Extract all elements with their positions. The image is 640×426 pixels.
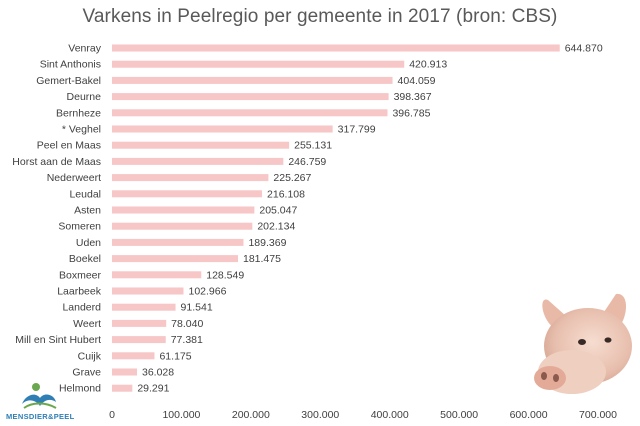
x-tick-label: 700.000 <box>579 409 617 421</box>
bar <box>112 206 255 214</box>
bar <box>112 352 155 360</box>
bar <box>112 287 184 295</box>
bar <box>112 60 405 68</box>
bar <box>112 303 176 311</box>
bar <box>112 255 238 263</box>
value-label: 78.040 <box>171 318 203 330</box>
bar <box>112 271 202 279</box>
bar <box>112 238 244 246</box>
bar <box>112 222 253 230</box>
value-label: 102.966 <box>188 286 226 298</box>
bar <box>112 76 393 84</box>
pig-head-icon <box>534 293 632 394</box>
category-label: Helmond <box>59 383 101 395</box>
bar <box>112 190 263 198</box>
bar <box>112 368 138 376</box>
bar <box>112 125 333 133</box>
logo-text: MENSDIER&PEEL <box>6 412 75 421</box>
category-label: Gemert-Bakel <box>36 75 101 87</box>
x-tick-label: 500.000 <box>440 409 478 421</box>
value-label: 77.381 <box>171 334 203 346</box>
bar <box>112 384 133 392</box>
x-tick-label: 400.000 <box>371 409 409 421</box>
category-label: * Veghel <box>62 124 101 136</box>
value-label: 255.131 <box>294 140 332 152</box>
category-label: Uden <box>76 237 101 249</box>
x-axis-tick-labels: 0 100.000 200.000 300.000 400.000 500.000 600.… <box>109 409 617 421</box>
bars <box>112 44 560 392</box>
value-label: 36.028 <box>142 367 174 379</box>
category-label: Laarbeek <box>57 286 102 298</box>
value-label: 398.367 <box>394 91 432 103</box>
value-label: 61.175 <box>159 350 191 362</box>
category-labels: Venray Sint Anthonis Gemert-Bakel Deurne Ber… <box>12 43 101 395</box>
value-label: 317.799 <box>338 124 376 136</box>
category-label: Landerd <box>62 302 101 314</box>
value-label: 216.108 <box>267 188 305 200</box>
bar <box>112 336 166 344</box>
x-tick-label: 0 <box>109 409 115 421</box>
category-label: Grave <box>72 367 101 379</box>
x-tick-label: 300.000 <box>301 409 339 421</box>
bar <box>112 174 269 182</box>
category-label: Someren <box>58 221 101 233</box>
bar <box>112 44 560 52</box>
category-label: Boxmeer <box>59 269 102 281</box>
bar <box>112 141 290 149</box>
category-label: Leudal <box>69 188 101 200</box>
value-label: 29.291 <box>137 383 169 395</box>
value-label: 246.759 <box>288 156 326 168</box>
bar <box>112 109 388 117</box>
value-label: 644.870 <box>565 43 603 55</box>
value-label: 189.369 <box>248 237 286 249</box>
x-tick-label: 600.000 <box>510 409 548 421</box>
category-label: Bernheze <box>56 107 101 119</box>
category-label: Weert <box>73 318 101 330</box>
category-label: Nederweert <box>47 172 101 184</box>
x-tick-label: 200.000 <box>232 409 270 421</box>
value-label: 181.475 <box>243 253 281 265</box>
bar <box>112 319 167 327</box>
value-label: 202.134 <box>257 221 295 233</box>
value-label: 91.541 <box>181 302 213 314</box>
category-label: Peel en Maas <box>37 140 101 152</box>
bar <box>112 93 389 101</box>
category-label: Venray <box>68 43 101 55</box>
value-label: 205.047 <box>259 205 297 217</box>
bar <box>112 157 284 165</box>
category-label: Asten <box>74 205 101 217</box>
value-label: 404.059 <box>398 75 436 87</box>
value-label: 225.267 <box>273 172 311 184</box>
value-label: 396.785 <box>392 107 430 119</box>
mensdier-peel-logo <box>22 383 57 409</box>
value-labels: 644.870 420.913 404.059 398.367 396.785 317.7… <box>137 43 603 395</box>
category-label: Deurne <box>67 91 102 103</box>
category-label: Boekel <box>69 253 101 265</box>
category-label: Sint Anthonis <box>40 59 101 71</box>
category-label: Horst aan de Maas <box>12 156 101 168</box>
chart-title: Varkens in Peelregio per gemeente in 201… <box>82 6 558 27</box>
value-label: 128.549 <box>206 269 244 281</box>
value-label: 420.913 <box>409 59 447 71</box>
x-tick-label: 100.000 <box>162 409 200 421</box>
category-label: Cuijk <box>78 350 102 362</box>
category-label: Mill en Sint Hubert <box>15 334 101 346</box>
